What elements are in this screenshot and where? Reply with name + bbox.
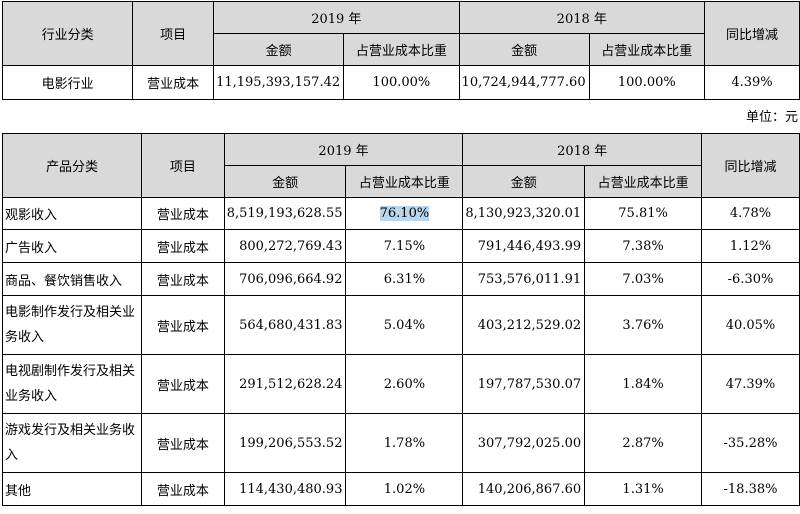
- table-row: 其他 营业成本 114,430,480.93 1.02% 140,206,867…: [1, 472, 800, 506]
- header-amount-2019: 金额: [223, 165, 347, 198]
- header-ratio-2019: 占营业成本比重: [343, 33, 460, 66]
- cell-item: 营业成本: [141, 229, 225, 263]
- cell-ratio-2019: 5.04%: [345, 295, 464, 355]
- header-year-2018: 2018 年: [458, 1, 706, 34]
- cell-yoy: -35.28%: [701, 413, 800, 473]
- cell-category: 商品、餐饮销售收入: [1, 262, 143, 296]
- selected-text-highlight[interactable]: 76.10%: [379, 206, 430, 221]
- cell-ratio-2019: 76.10%: [345, 197, 464, 230]
- cell-category: 广告收入: [1, 229, 143, 263]
- cell-ratio-2018: 1.31%: [584, 472, 703, 506]
- cell-yoy: 40.05%: [701, 295, 800, 355]
- cell-yoy: -18.38%: [701, 472, 800, 506]
- header-item: 项目: [141, 133, 225, 198]
- unit-label: 单位：元: [745, 110, 798, 125]
- cell-item: 营业成本: [141, 262, 225, 296]
- header-yoy: 同比增减: [701, 133, 800, 198]
- cell-amount-2019: 291,512,628.24: [223, 354, 347, 414]
- cell-ratio-2018: 1.84%: [584, 354, 703, 414]
- cell-item: 营业成本: [141, 197, 225, 230]
- cell-amount-2019: 11,195,393,157.42: [213, 65, 345, 100]
- cell-amount-2019: 564,680,431.83: [223, 295, 347, 355]
- cell-amount-2018: 10,724,944,777.60: [458, 65, 590, 100]
- industry-cost-table: 行业分类 项目 2019 年 2018 年 同比增减 金额 占营业成本比重 金额…: [1, 1, 800, 100]
- header-year-2019: 2019 年: [213, 1, 460, 34]
- header-amount-2018: 金额: [458, 33, 590, 66]
- table-row: 电影制作发行及相关业务收入 营业成本 564,680,431.83 5.04% …: [1, 295, 800, 355]
- cell-item: 营业成本: [141, 354, 225, 414]
- cell-category: 电影制作发行及相关业务收入: [1, 295, 143, 355]
- cell-amount-2018: 791,446,493.99: [462, 229, 586, 263]
- header-amount-2019: 金额: [213, 33, 345, 66]
- table-row: 商品、餐饮销售收入 营业成本 706,096,664.92 6.31% 753,…: [1, 262, 800, 296]
- cell-amount-2019: 114,430,480.93: [223, 472, 347, 506]
- header-ratio-2018: 占营业成本比重: [584, 165, 703, 198]
- cell-ratio-2019: 6.31%: [345, 262, 464, 296]
- cell-ratio-2019: 1.02%: [345, 472, 464, 506]
- header-amount-2018: 金额: [462, 165, 586, 198]
- table-row: 游戏发行及相关业务收入 营业成本 199,206,553.52 1.78% 30…: [1, 413, 800, 473]
- cell-yoy: 4.39%: [704, 65, 800, 100]
- table-row: 观影收入 营业成本 8,519,193,628.55 76.10% 8,130,…: [1, 197, 800, 230]
- cell-item: 营业成本: [132, 65, 215, 100]
- cell-yoy: 4.78%: [701, 197, 800, 230]
- header-category: 产品分类: [1, 133, 143, 198]
- cell-item: 营业成本: [141, 472, 225, 506]
- cell-amount-2018: 8,130,923,320.01: [462, 197, 586, 230]
- cell-ratio-2019: 7.15%: [345, 229, 464, 263]
- cell-amount-2019: 800,272,769.43: [223, 229, 347, 263]
- header-category: 行业分类: [1, 1, 134, 66]
- cell-amount-2019: 8,519,193,628.55: [223, 197, 347, 230]
- cell-amount-2019: 199,206,553.52: [223, 413, 347, 473]
- cell-yoy: -6.30%: [701, 262, 800, 296]
- cell-ratio-2018: 100.00%: [588, 65, 706, 100]
- cell-yoy: 47.39%: [701, 354, 800, 414]
- cell-category: 电影行业: [1, 65, 134, 100]
- cell-amount-2018: 753,576,011.91: [462, 262, 586, 296]
- product-cost-table: 产品分类 项目 2019 年 2018 年 同比增减 金额 占营业成本比重 金额…: [1, 133, 800, 506]
- cell-amount-2018: 403,212,529.02: [462, 295, 586, 355]
- cell-amount-2018: 197,787,530.07: [462, 354, 586, 414]
- cell-item: 营业成本: [141, 413, 225, 473]
- cell-ratio-2018: 7.03%: [584, 262, 703, 296]
- cell-amount-2019: 706,096,664.92: [223, 262, 347, 296]
- table-row: 电影行业 营业成本 11,195,393,157.42 100.00% 10,7…: [1, 65, 800, 100]
- table-row: 广告收入 营业成本 800,272,769.43 7.15% 791,446,4…: [1, 229, 800, 263]
- cell-ratio-2018: 75.81%: [584, 197, 703, 230]
- header-ratio-2018: 占营业成本比重: [588, 33, 706, 66]
- cell-category: 观影收入: [1, 197, 143, 230]
- cell-category: 电视剧制作发行及相关业务收入: [1, 354, 143, 414]
- cell-yoy: 1.12%: [701, 229, 800, 263]
- cell-amount-2018: 140,206,867.60: [462, 472, 586, 506]
- header-year-2018: 2018 年: [462, 133, 703, 166]
- cell-ratio-2018: 3.76%: [584, 295, 703, 355]
- cell-ratio-2018: 7.38%: [584, 229, 703, 263]
- cell-ratio-2018: 2.87%: [584, 413, 703, 473]
- cell-ratio-2019: 100.00%: [343, 65, 460, 100]
- cell-ratio-2019: 1.78%: [345, 413, 464, 473]
- cell-category: 游戏发行及相关业务收入: [1, 413, 143, 473]
- cell-category: 其他: [1, 472, 143, 506]
- cell-item: 营业成本: [141, 295, 225, 355]
- header-ratio-2019: 占营业成本比重: [345, 165, 464, 198]
- table-row: 电视剧制作发行及相关业务收入 营业成本 291,512,628.24 2.60%…: [1, 354, 800, 414]
- cell-ratio-2019: 2.60%: [345, 354, 464, 414]
- header-yoy: 同比增减: [704, 1, 800, 66]
- header-item: 项目: [132, 1, 215, 66]
- cell-amount-2018: 307,792,025.00: [462, 413, 586, 473]
- header-year-2019: 2019 年: [223, 133, 464, 166]
